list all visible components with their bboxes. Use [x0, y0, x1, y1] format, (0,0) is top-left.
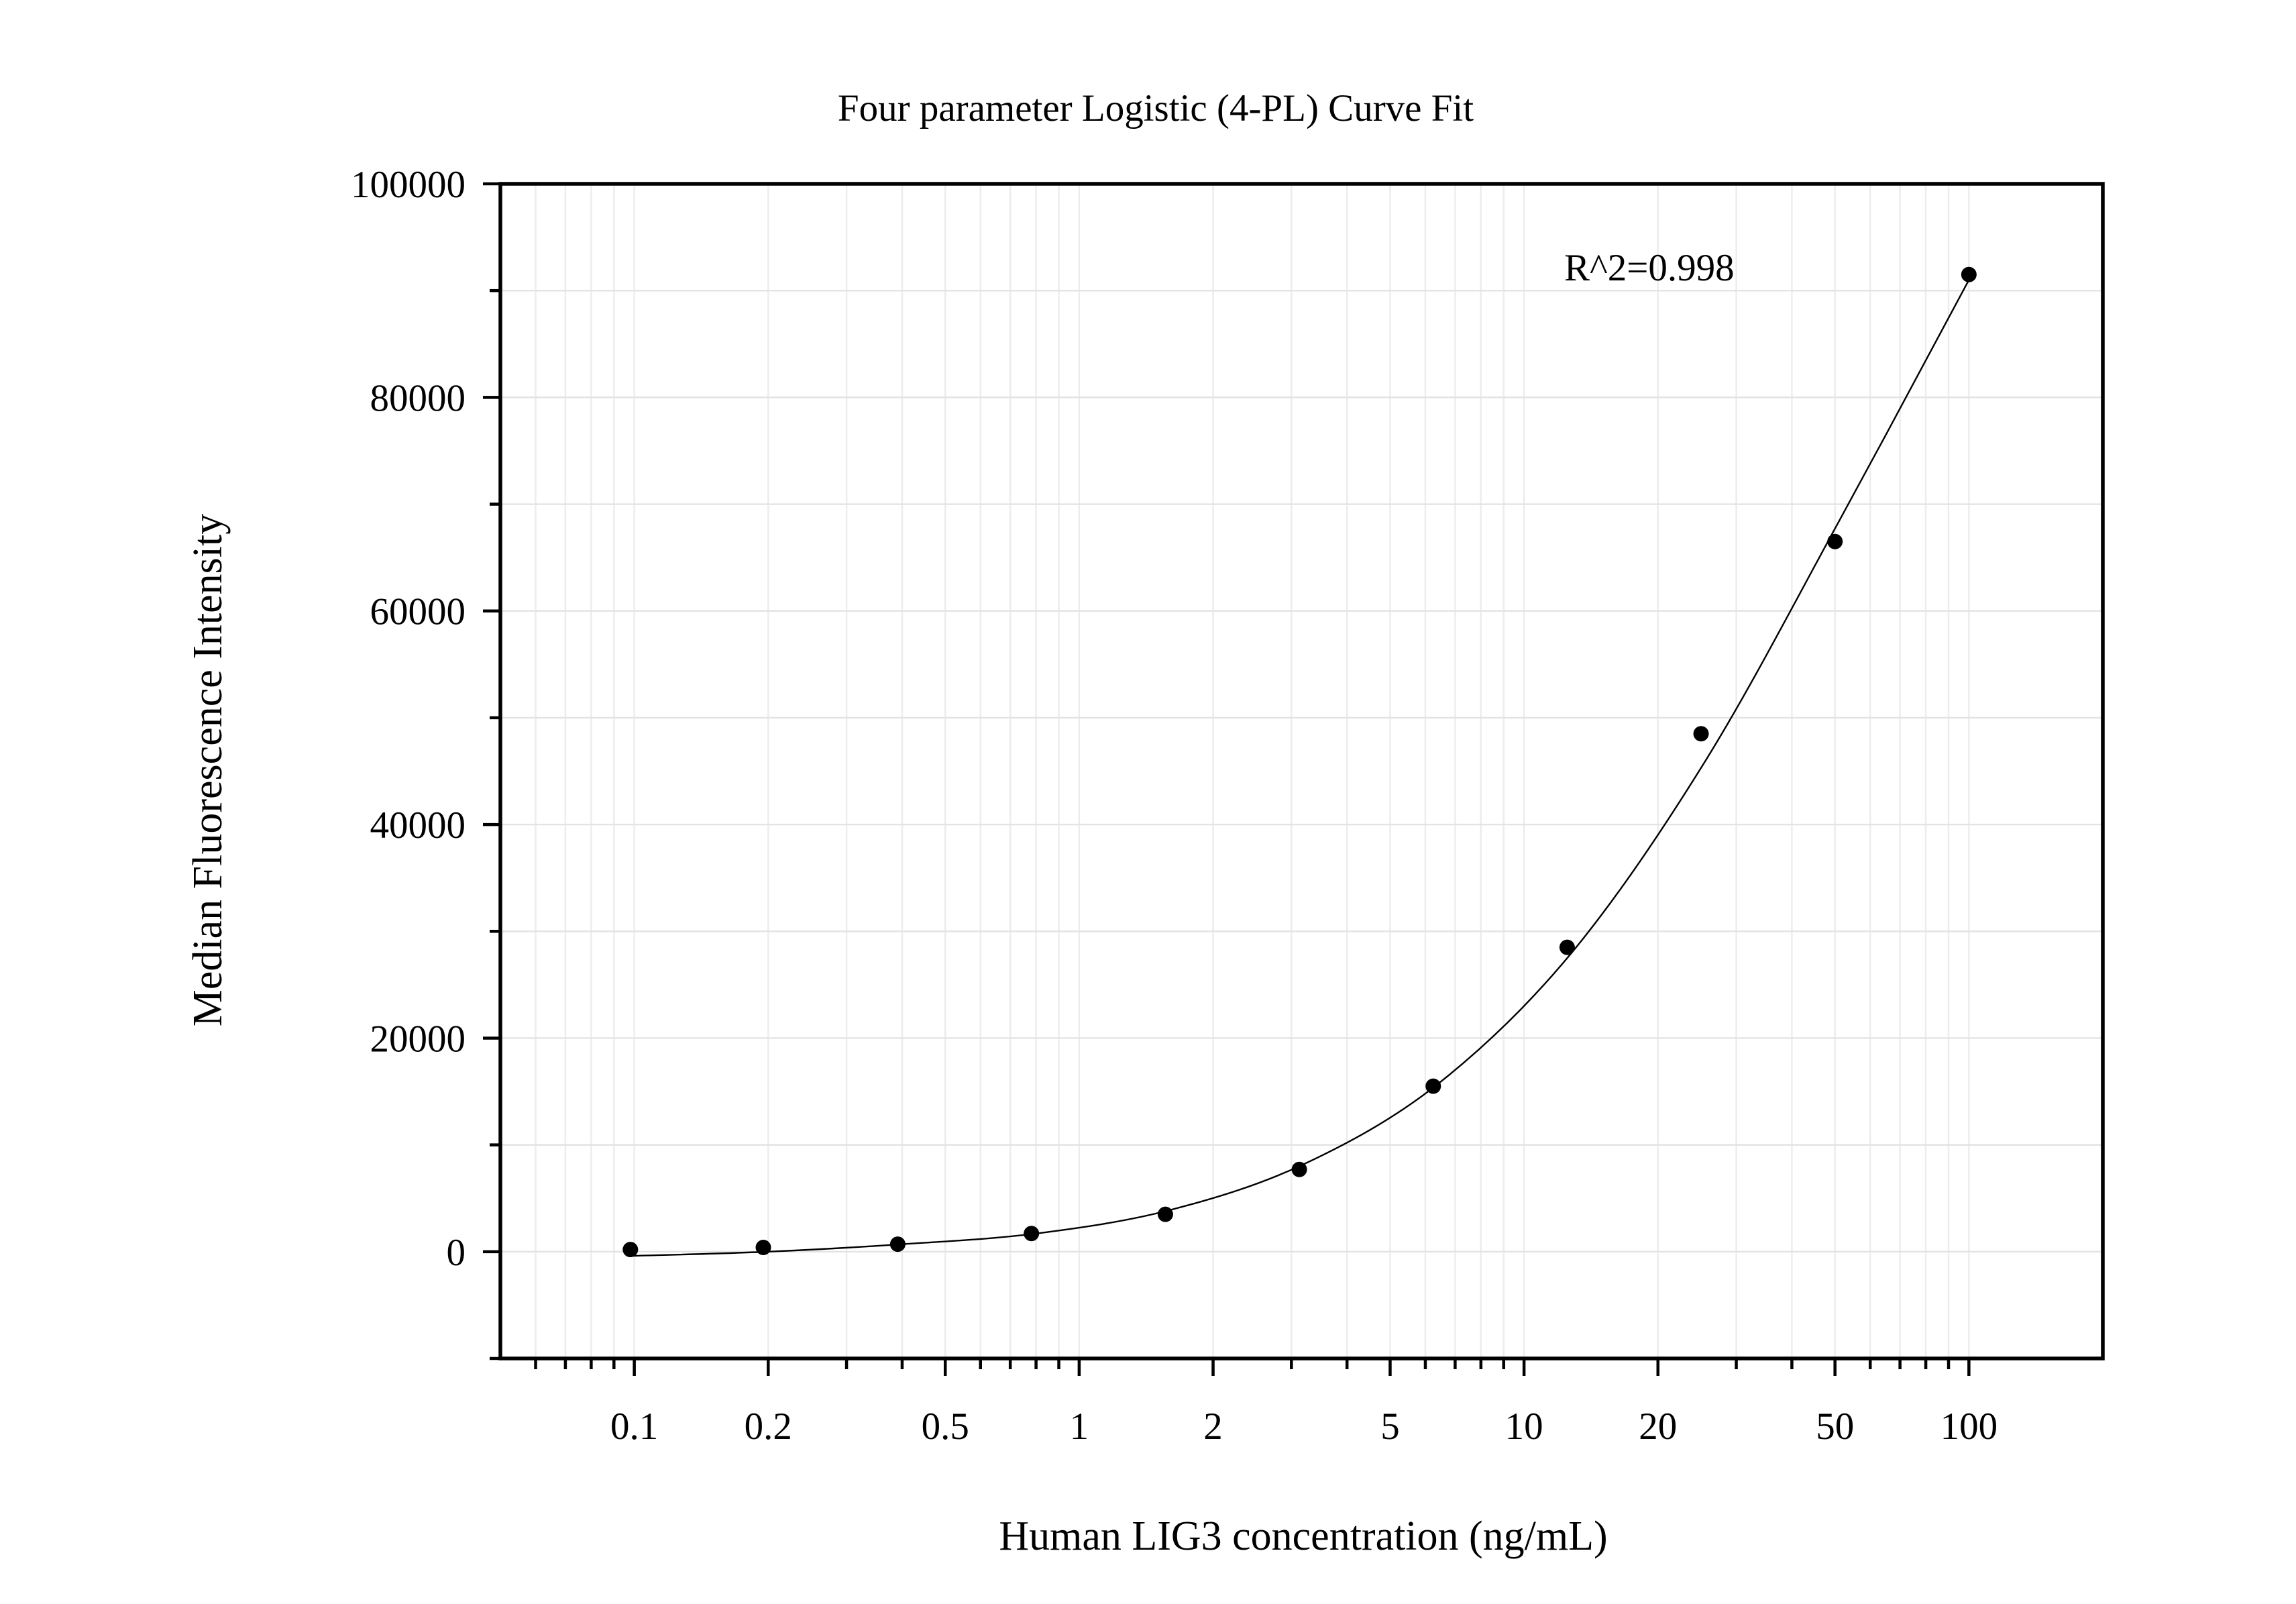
data-point [1425, 1078, 1441, 1094]
x-tick-label: 50 [1816, 1405, 1854, 1448]
data-point [622, 1242, 639, 1258]
x-tick-label: 0.1 [610, 1405, 658, 1448]
x-tick-label: 10 [1505, 1405, 1543, 1448]
fit-curve [630, 279, 1970, 1257]
x-tick-label: 20 [1639, 1405, 1677, 1448]
data-point [1961, 266, 1977, 282]
fit-curve-layer [630, 279, 1970, 1257]
data-point [1559, 939, 1575, 955]
data-point [1024, 1226, 1040, 1242]
data-point [1157, 1206, 1173, 1222]
data-points [622, 266, 1977, 1258]
data-point [1827, 533, 1843, 549]
y-tick-label: 80000 [370, 377, 466, 419]
y-tick-label: 40000 [370, 804, 466, 847]
x-tick-label: 2 [1203, 1405, 1223, 1448]
axes [483, 182, 2105, 1376]
x-tick-label: 100 [1940, 1405, 1998, 1448]
y-tick-label: 60000 [370, 591, 466, 633]
data-point [889, 1236, 906, 1252]
chart-title: Four parameter Logistic (4-PL) Curve Fit [838, 87, 1474, 129]
tick-labels: 0.1 0.2 0.5 1 2 5 10 20 50 100 0 20000 40000 60000 800… [351, 164, 1998, 1448]
x-tick-label: 0.5 [922, 1405, 969, 1448]
x-axis-label: Human LIG3 concentration (ng/mL) [999, 1513, 1607, 1559]
grid [500, 184, 2103, 1358]
y-tick-label: 100000 [351, 164, 466, 206]
y-tick-label: 20000 [370, 1018, 466, 1060]
x-tick-label: 0.2 [745, 1405, 792, 1448]
data-point [1693, 726, 1709, 742]
x-tick-label: 5 [1380, 1405, 1400, 1448]
data-point [1291, 1161, 1307, 1177]
x-tick-label: 1 [1070, 1405, 1089, 1448]
data-point [755, 1239, 771, 1255]
plot-frame [498, 182, 2105, 1360]
y-axis-label: Median Fluorescence Intensity [185, 514, 231, 1026]
y-tick-label: 0 [447, 1232, 466, 1274]
r-squared-annotation: R^2=0.998 [1564, 247, 1735, 289]
